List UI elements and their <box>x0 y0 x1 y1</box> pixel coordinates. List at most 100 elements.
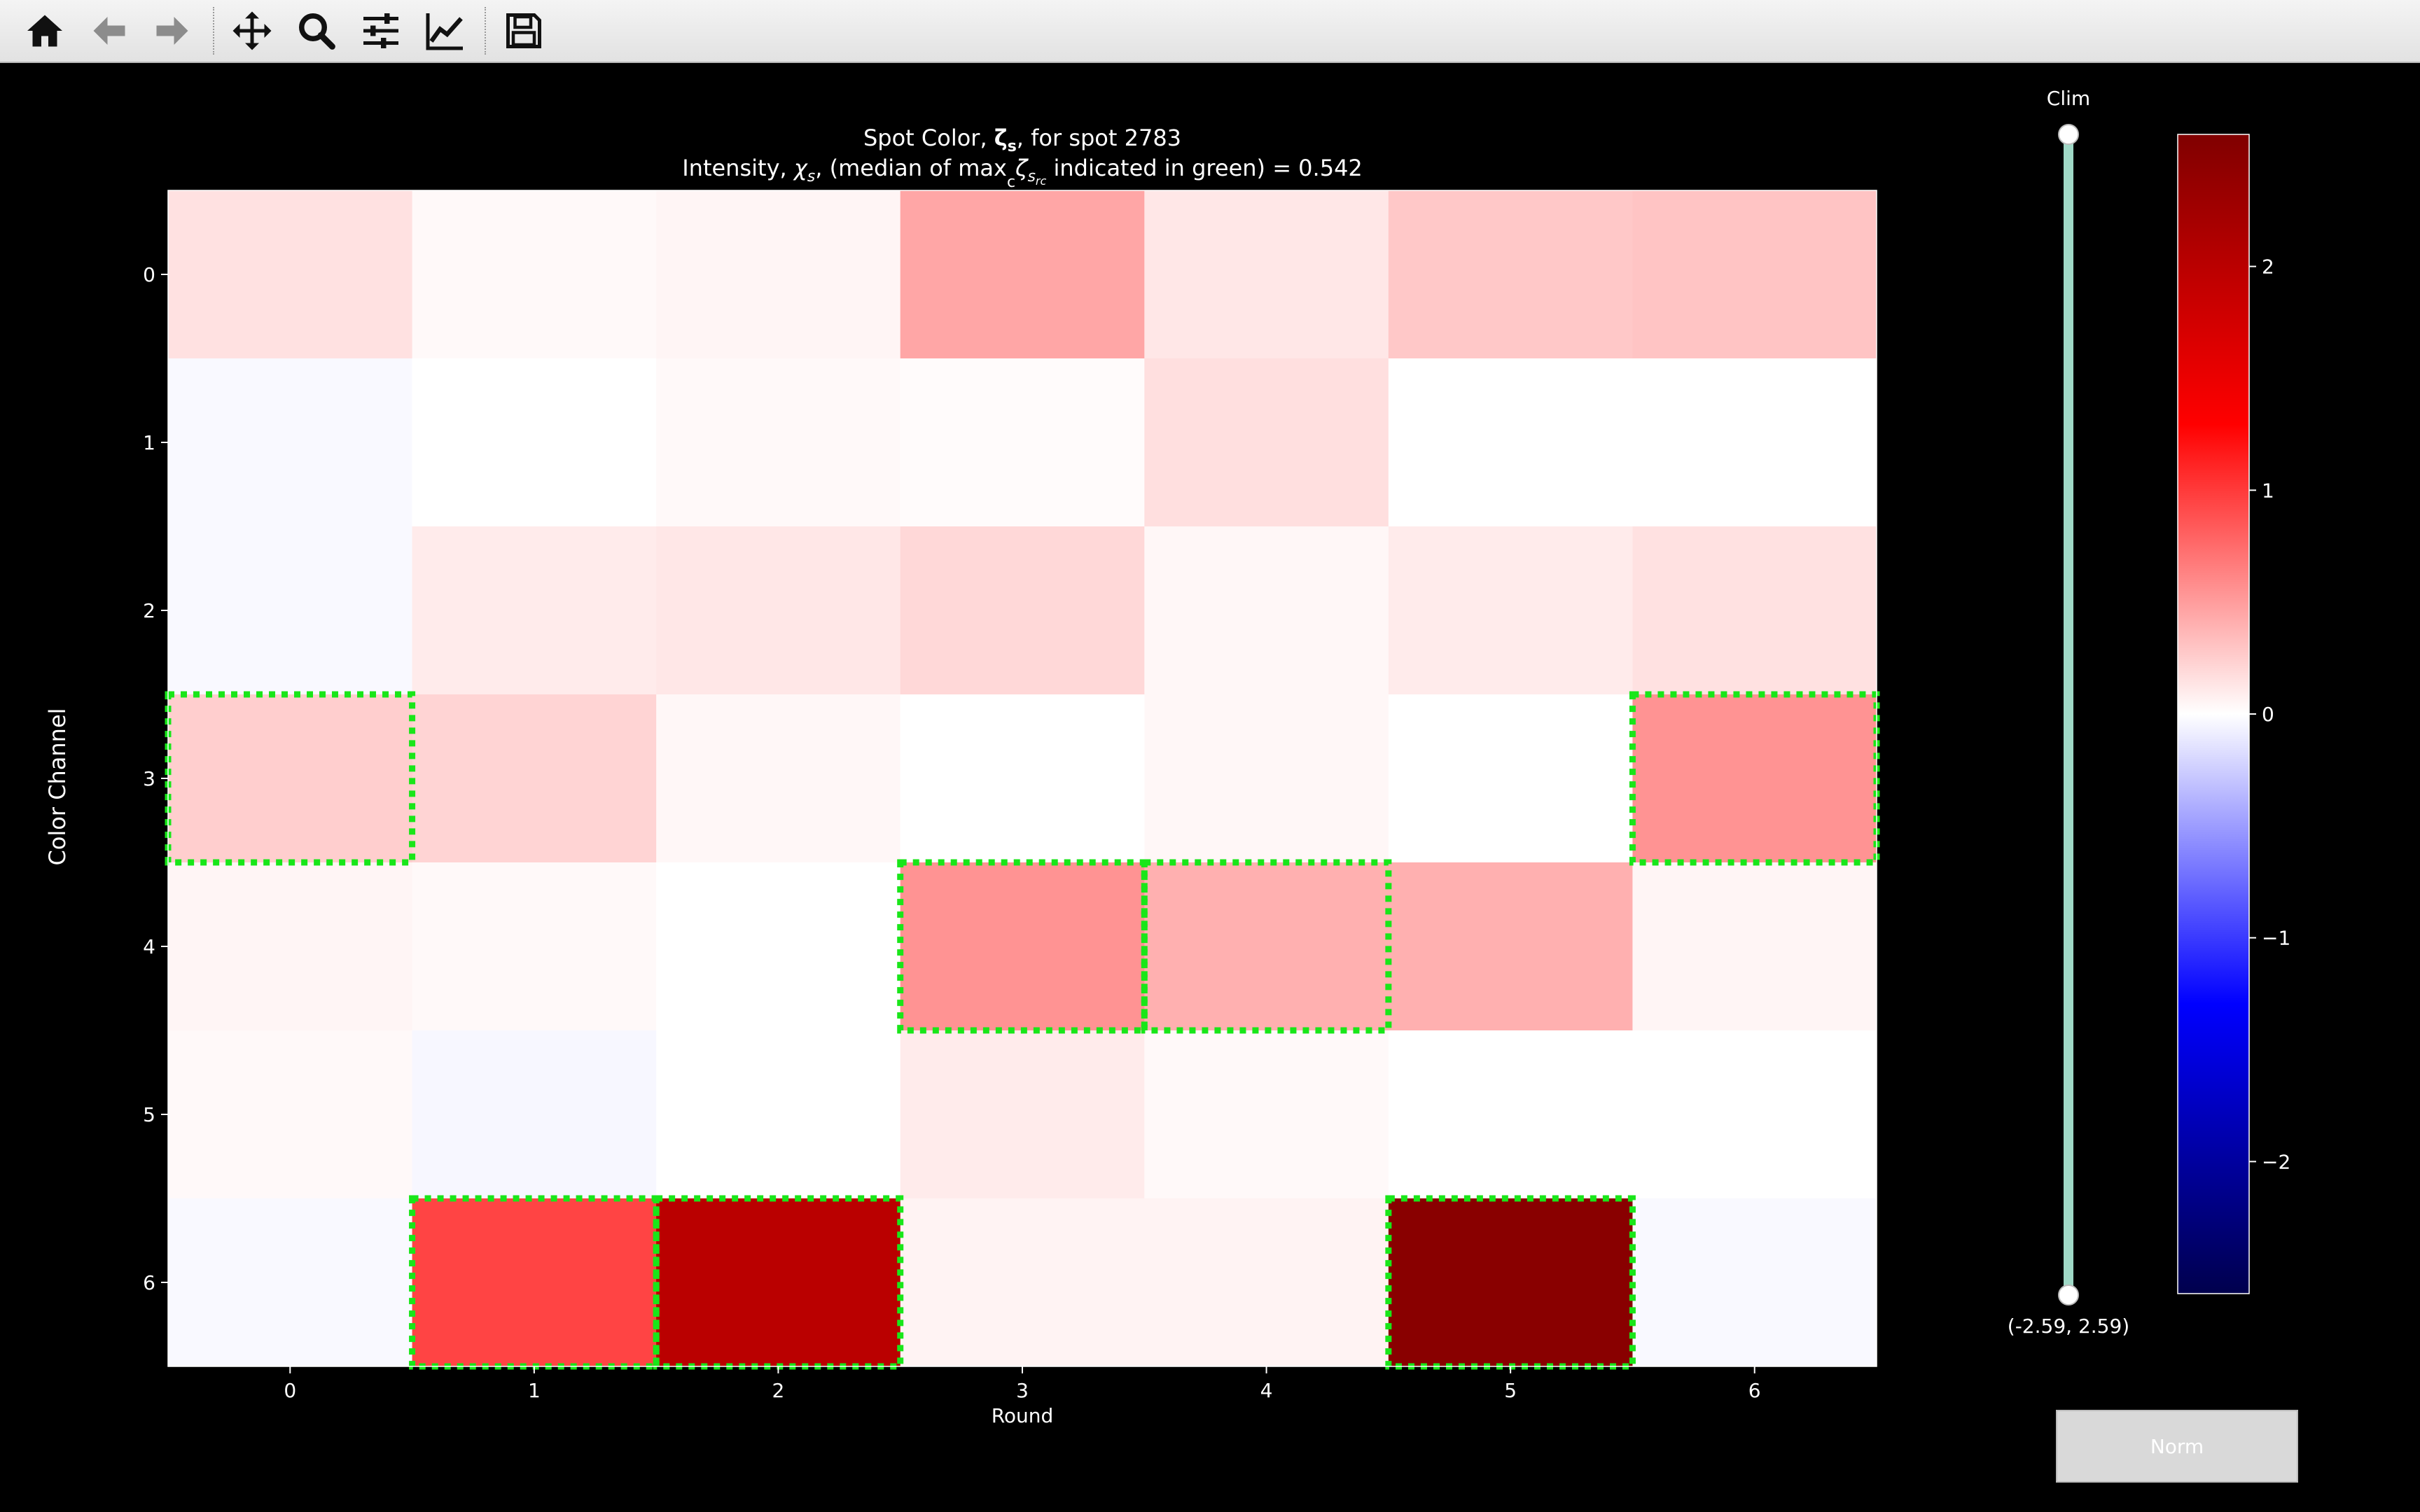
heatmap-cell-r1-c3 <box>900 358 1145 527</box>
back-button[interactable] <box>84 6 134 56</box>
heatmap-cell-r3-c0 <box>168 694 413 863</box>
x-tick-label: 3 <box>1016 1379 1029 1402</box>
y-axis-label: Color Channel <box>44 708 71 865</box>
heatmap-cell-r5-c5 <box>1388 1030 1633 1199</box>
heatmap-cell-r6-c4 <box>1144 1198 1389 1367</box>
toolbar <box>0 0 2420 63</box>
y-tick-label: 2 <box>143 599 155 622</box>
heatmap-cell-r0-c2 <box>656 190 901 359</box>
heatmap-cell-r1-c6 <box>1632 358 1877 527</box>
y-tick-label: 4 <box>143 935 155 958</box>
clim-slider-handle-min[interactable] <box>2058 1284 2079 1306</box>
heatmap-cell-r2-c3 <box>900 526 1145 695</box>
x-tick-label: 4 <box>1260 1379 1273 1402</box>
heatmap-cell-r5-c3 <box>900 1030 1145 1199</box>
heatmap-cell-r6-c1 <box>412 1198 657 1367</box>
heatmap-cell-r0-c4 <box>1144 190 1389 359</box>
figure-canvas: Spot Color, ζs, for spot 2783 Intensity,… <box>44 87 2290 1427</box>
heatmap-cell-r6-c6 <box>1632 1198 1877 1367</box>
x-tick-label: 5 <box>1504 1379 1517 1402</box>
heatmap-cell-r1-c0 <box>168 358 413 527</box>
x-axis: 0 1 2 3 4 5 6 <box>284 1366 1761 1402</box>
pan-button[interactable] <box>227 6 277 56</box>
x-tick-label: 0 <box>284 1379 296 1402</box>
colorbar-tick-label: 2 <box>2262 255 2274 279</box>
heatmap-cell-r6-c3 <box>900 1198 1145 1367</box>
x-tick-label: 6 <box>1748 1379 1761 1402</box>
y-tick-label: 1 <box>143 431 155 454</box>
clim-slider-track[interactable] <box>2064 134 2073 1295</box>
y-tick-label: 0 <box>143 263 155 286</box>
heatmap <box>168 190 1877 1367</box>
chart-subtitle: Intensity, χs, (median of maxcζsrc indic… <box>682 155 1363 191</box>
arrow-left-icon <box>93 17 125 45</box>
x-tick-label: 1 <box>528 1379 541 1402</box>
heatmap-cell-r0-c3 <box>900 190 1145 359</box>
heatmap-cell-r2-c1 <box>412 526 657 695</box>
arrow-right-icon <box>156 17 188 45</box>
highlight-box-r4-c3 <box>897 859 1148 1034</box>
home-icon <box>27 15 62 47</box>
heatmap-cell-r4-c0 <box>168 862 413 1031</box>
y-tick-label: 3 <box>143 767 155 790</box>
heatmap-cell-r2-c6 <box>1632 526 1877 695</box>
heatmap-cell-r4-c5 <box>1388 862 1633 1031</box>
heatmap-cell-r2-c0 <box>168 526 413 695</box>
save-icon <box>506 13 541 48</box>
heatmap-cell-r4-c4 <box>1144 862 1389 1031</box>
configure-subplots-button[interactable] <box>356 6 406 56</box>
heatmap-cell-r4-c2 <box>656 862 901 1031</box>
heatmap-cell-r4-c3 <box>900 862 1145 1031</box>
line-chart-icon <box>426 13 463 50</box>
edit-axis-button[interactable] <box>420 6 471 56</box>
heatmap-cell-r3-c4 <box>1144 694 1389 863</box>
norm-button[interactable]: Norm <box>2056 1410 2298 1483</box>
x-tick-label: 2 <box>772 1379 785 1402</box>
toolbar-separator <box>485 7 486 55</box>
heatmap-cell-r5-c0 <box>168 1030 413 1199</box>
heatmap-cell-r4-c6 <box>1632 862 1877 1031</box>
zoom-button[interactable] <box>291 6 342 56</box>
move-icon <box>232 11 272 50</box>
colorbar-ticks: 2 1 0 −1 −2 <box>2249 255 2290 1173</box>
y-tick-label: 6 <box>143 1271 155 1294</box>
heatmap-cell-r1-c1 <box>412 358 657 527</box>
y-tick-label: 5 <box>143 1103 155 1126</box>
colorbar-tick-label: −2 <box>2262 1150 2290 1173</box>
toolbar-separator <box>213 7 214 55</box>
heatmap-cell-r6-c2 <box>656 1198 901 1367</box>
colorbar-tick-label: −1 <box>2262 927 2290 950</box>
heatmap-cell-r1-c5 <box>1388 358 1633 527</box>
heatmap-cell-r2-c4 <box>1144 526 1389 695</box>
clim-slider-label: Clim <box>2047 87 2090 110</box>
heatmap-cell-r3-c2 <box>656 694 901 863</box>
sliders-icon <box>363 13 398 48</box>
heatmap-cell-r5-c6 <box>1632 1030 1877 1199</box>
heatmap-cell-r3-c3 <box>900 694 1145 863</box>
heatmap-cell-r6-c0 <box>168 1198 413 1367</box>
heatmap-cell-r2-c2 <box>656 526 901 695</box>
heatmap-cell-r6-c5 <box>1388 1198 1633 1367</box>
clim-slider-value: (-2.59, 2.59) <box>2008 1315 2129 1338</box>
forward-button[interactable] <box>147 6 197 56</box>
colorbar-tick-label: 0 <box>2262 703 2274 726</box>
search-icon <box>299 13 335 50</box>
y-axis: 0 1 2 3 4 5 6 <box>143 263 168 1294</box>
heatmap-cell-r3-c1 <box>412 694 657 863</box>
x-axis-label: Round <box>992 1404 1054 1427</box>
clim-slider-handle-max[interactable] <box>2058 124 2079 145</box>
heatmap-cell-r0-c1 <box>412 190 657 359</box>
colorbar <box>2177 134 2250 1294</box>
chart-title: Spot Color, ζs, for spot 2783 <box>863 125 1181 155</box>
heatmap-cell-r0-c5 <box>1388 190 1633 359</box>
home-button[interactable] <box>20 6 70 56</box>
heatmap-cell-r0-c6 <box>1632 190 1877 359</box>
heatmap-cell-r5-c2 <box>656 1030 901 1199</box>
highlight-box-r4-c4 <box>1141 859 1392 1034</box>
heatmap-cell-r4-c1 <box>412 862 657 1031</box>
heatmap-cell-r2-c5 <box>1388 526 1633 695</box>
heatmap-cell-r5-c1 <box>412 1030 657 1199</box>
heatmap-cell-r1-c4 <box>1144 358 1389 527</box>
colorbar-tick-label: 1 <box>2262 479 2274 502</box>
save-button[interactable] <box>499 6 549 56</box>
